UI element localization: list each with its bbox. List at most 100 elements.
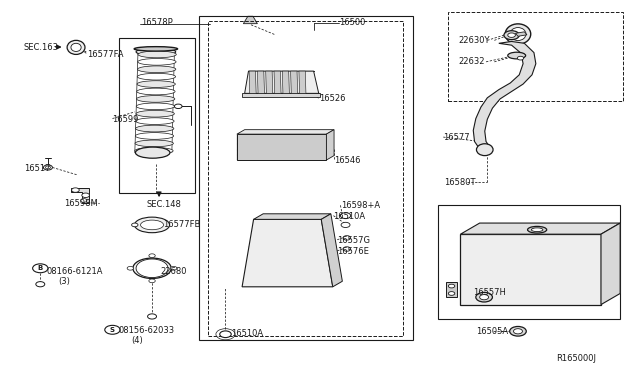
Ellipse shape [67, 40, 85, 54]
Text: 16526: 16526 [319, 94, 345, 103]
Text: 22630Y: 22630Y [458, 36, 490, 45]
Circle shape [340, 213, 351, 219]
Text: (4): (4) [132, 336, 143, 345]
Text: (3): (3) [58, 277, 70, 286]
Ellipse shape [137, 81, 175, 87]
Text: 16598+A: 16598+A [341, 201, 380, 210]
Ellipse shape [135, 147, 173, 154]
Ellipse shape [136, 110, 174, 117]
Ellipse shape [134, 46, 177, 51]
Circle shape [449, 284, 455, 288]
Polygon shape [326, 130, 334, 160]
Text: 16577FB: 16577FB [164, 221, 201, 230]
Circle shape [479, 295, 488, 300]
Ellipse shape [141, 220, 164, 230]
Polygon shape [237, 130, 334, 134]
Text: 16578P: 16578P [141, 19, 173, 28]
Text: 16505A: 16505A [476, 327, 509, 336]
Polygon shape [282, 71, 289, 93]
Polygon shape [299, 71, 306, 93]
Circle shape [44, 165, 52, 170]
Circle shape [220, 331, 231, 337]
Text: 08156-62033: 08156-62033 [119, 326, 175, 335]
Text: 16580T: 16580T [445, 178, 476, 187]
Circle shape [33, 264, 48, 273]
Polygon shape [243, 16, 257, 24]
Circle shape [127, 266, 134, 270]
Ellipse shape [133, 258, 172, 279]
Text: 16577FA: 16577FA [87, 50, 124, 59]
Circle shape [509, 327, 526, 336]
Polygon shape [274, 71, 281, 93]
Polygon shape [242, 93, 320, 97]
Circle shape [476, 292, 492, 302]
Ellipse shape [476, 144, 493, 155]
Ellipse shape [135, 140, 173, 147]
Text: 16598M: 16598M [65, 199, 99, 208]
Text: 16599: 16599 [113, 115, 139, 124]
Ellipse shape [510, 28, 526, 41]
Circle shape [517, 56, 524, 60]
Ellipse shape [136, 118, 174, 125]
Circle shape [171, 266, 177, 270]
Polygon shape [447, 282, 458, 297]
Circle shape [148, 314, 157, 319]
Polygon shape [266, 71, 273, 93]
Polygon shape [253, 214, 331, 219]
Ellipse shape [136, 96, 175, 102]
Polygon shape [257, 71, 264, 93]
Circle shape [449, 292, 455, 295]
Circle shape [136, 259, 168, 278]
Circle shape [341, 222, 350, 228]
Text: 08166-6121A: 08166-6121A [47, 267, 103, 276]
Circle shape [72, 188, 79, 192]
Text: R165000J: R165000J [556, 354, 596, 363]
Ellipse shape [508, 52, 525, 59]
Circle shape [508, 33, 515, 37]
Circle shape [105, 326, 120, 334]
Ellipse shape [527, 227, 547, 233]
Text: 16510A: 16510A [230, 328, 262, 338]
Ellipse shape [135, 133, 173, 139]
Ellipse shape [71, 43, 81, 51]
Polygon shape [237, 134, 326, 160]
Circle shape [174, 104, 182, 109]
Polygon shape [291, 71, 298, 93]
Polygon shape [242, 219, 333, 287]
Text: 22632: 22632 [458, 57, 484, 66]
Circle shape [343, 247, 351, 251]
Text: 16500: 16500 [339, 18, 365, 27]
Text: SEC.148: SEC.148 [147, 200, 181, 209]
Ellipse shape [531, 228, 543, 232]
Circle shape [36, 282, 45, 287]
Ellipse shape [136, 48, 175, 55]
Ellipse shape [136, 103, 175, 110]
Circle shape [132, 223, 138, 227]
Ellipse shape [138, 66, 176, 73]
Text: SEC.163: SEC.163 [23, 42, 58, 51]
Polygon shape [71, 188, 89, 203]
Ellipse shape [137, 88, 175, 95]
Ellipse shape [136, 147, 170, 158]
Text: 16546: 16546 [334, 155, 360, 164]
Ellipse shape [134, 217, 170, 233]
Ellipse shape [138, 58, 176, 65]
Text: 16557G: 16557G [337, 236, 371, 245]
Circle shape [82, 193, 90, 198]
Circle shape [504, 31, 519, 39]
Ellipse shape [505, 24, 531, 44]
Polygon shape [244, 71, 319, 93]
Polygon shape [601, 223, 620, 305]
Polygon shape [249, 71, 256, 93]
Ellipse shape [137, 73, 175, 80]
Circle shape [45, 166, 51, 169]
Text: 16510A: 16510A [333, 212, 365, 221]
Polygon shape [461, 223, 620, 234]
Text: B: B [38, 265, 43, 271]
Circle shape [343, 235, 351, 240]
Circle shape [81, 199, 87, 202]
Text: 16576E: 16576E [337, 247, 369, 256]
Polygon shape [321, 214, 342, 287]
Polygon shape [515, 32, 527, 36]
Circle shape [149, 279, 156, 283]
